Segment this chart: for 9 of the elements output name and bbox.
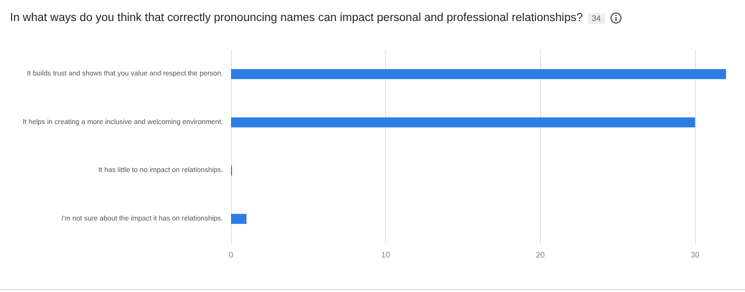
- bar: [231, 214, 246, 224]
- x-tick-label: 0: [228, 250, 234, 260]
- text: 34: [588, 12, 605, 24]
- chart-title: In what ways do you think that correctly pronouncing names can impact personal and professional relationships?: [10, 12, 583, 24]
- x-tick-label: 20: [536, 250, 546, 260]
- bar: [231, 69, 726, 80]
- bar: [231, 117, 696, 128]
- x-tick-label: 10: [381, 250, 391, 260]
- x-tick-label: 30: [690, 250, 700, 260]
